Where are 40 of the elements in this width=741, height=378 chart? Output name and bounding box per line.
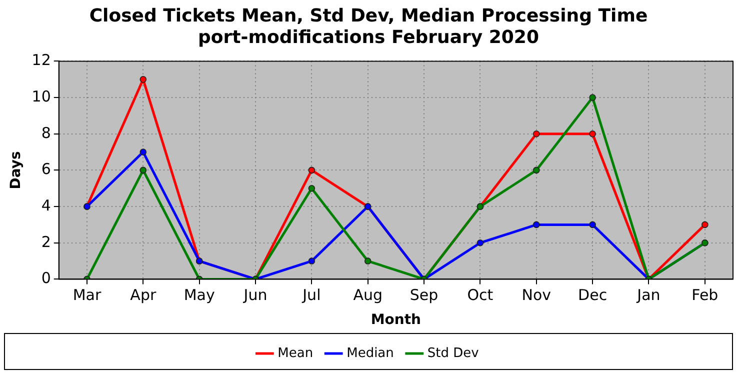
legend-label: Mean <box>278 346 314 361</box>
point <box>589 221 596 228</box>
y-tick-label: 8 <box>41 124 51 142</box>
point <box>532 166 540 174</box>
y-tick-label: 6 <box>41 160 51 178</box>
x-tick-label: Feb <box>692 286 718 304</box>
legend-label: Median <box>346 346 394 361</box>
point <box>308 184 316 192</box>
point <box>532 130 540 138</box>
x-tick-label: Jan <box>636 286 660 304</box>
point <box>532 221 540 228</box>
x-axis-title: Month <box>370 312 422 328</box>
x-tick-label: Dec <box>578 286 608 304</box>
point <box>308 258 316 264</box>
y-tick-label: 0 <box>41 269 51 288</box>
point <box>140 148 147 156</box>
point <box>476 239 484 246</box>
point <box>702 221 708 228</box>
y-tick-label: 10 <box>32 87 51 106</box>
point <box>140 76 147 83</box>
point <box>589 130 596 138</box>
x-tick-label: May <box>184 286 215 304</box>
x-tick-label: Oct <box>467 286 494 304</box>
y-tick-label: 2 <box>41 232 51 251</box>
x-tick-label: Jul <box>302 286 321 304</box>
x-tick-label: Apr <box>130 286 157 304</box>
point <box>308 166 316 174</box>
x-tick-label: Nov <box>522 286 552 304</box>
point <box>364 258 372 264</box>
y-axis-title: Days <box>8 151 24 190</box>
legend-label: Std Dev <box>427 346 480 361</box>
x-tick-label: Aug <box>353 286 383 304</box>
x-tick-label: Mar <box>72 286 102 304</box>
y-tick-label: 12 <box>32 51 51 70</box>
x-tick-label: Sep <box>410 286 438 304</box>
x-tick-label: Jun <box>242 286 268 304</box>
point <box>140 166 147 174</box>
chart-title: Closed Tickets Mean, Std Dev, Median Processing Time port-modifications February 2020 <box>89 5 648 48</box>
y-tick-label: 4 <box>41 196 51 214</box>
point <box>589 94 596 101</box>
